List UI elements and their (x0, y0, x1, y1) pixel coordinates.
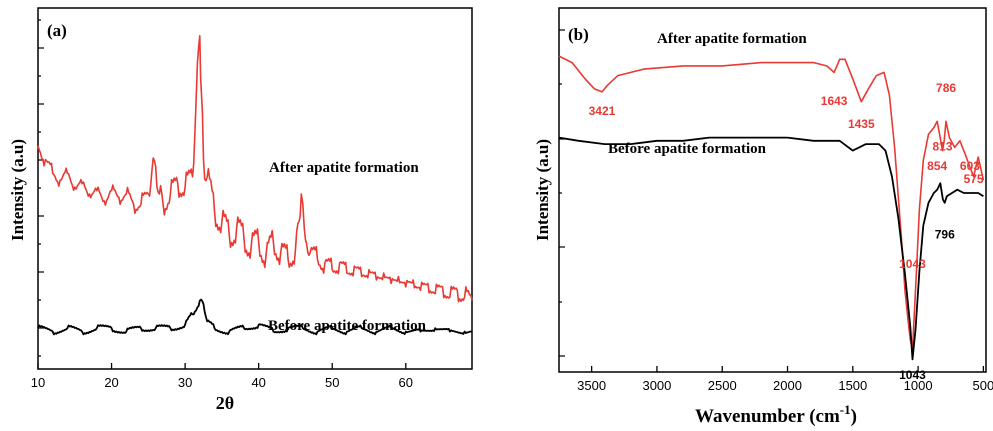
series-line-before (558, 136, 984, 361)
series-line-after (558, 55, 985, 351)
panel-b-series-label-before: Before apatite formation (608, 141, 767, 157)
peak-label: 796 (935, 228, 955, 242)
panel-b-y-ticks (559, 29, 565, 357)
panel-a-letter: (a) (47, 21, 67, 40)
x-tick-label: 60 (399, 375, 413, 390)
panel-b-x-axis-title-sup: -1 (840, 402, 851, 417)
panel-a-y-axis-title: Intensity (a.u) (8, 139, 27, 241)
panel-b-x-ticks: 3500 3000 2500 2000 1500 1000 500 (577, 366, 993, 393)
x-tick-label: 1000 (904, 378, 933, 393)
peak-label: 603 (960, 159, 980, 173)
panel-b-chart: 3500 3000 2500 2000 1500 1000 500 3421 16431435… (533, 7, 993, 427)
panel-b-y-axis-title: Intensity (a.u) (533, 139, 552, 241)
panel-b-x-axis-title-main: Wavenumber (cm (695, 406, 840, 427)
panel-b-series (558, 55, 985, 361)
peak-label: 813 (933, 140, 953, 154)
peak-label: 1643 (821, 94, 848, 108)
x-tick-label: 3000 (642, 378, 671, 393)
x-tick-label: 30 (178, 375, 192, 390)
x-tick-label: 10 (31, 375, 45, 390)
peak-label: 854 (927, 159, 947, 173)
panel-a-y-ticks (38, 19, 44, 357)
panel-b-series-label-after: After apatite formation (657, 31, 807, 47)
x-tick-label: 50 (325, 375, 339, 390)
panel-b-x-axis-title: Wavenumber (cm-1) (695, 402, 857, 427)
panel-a-x-ticks: 10 20 30 40 50 60 (31, 363, 413, 390)
panel-a-series-label-after: After apatite formation (269, 160, 419, 176)
panel-a-frame (37, 7, 473, 370)
x-tick-label: 40 (251, 375, 265, 390)
x-tick-label: 20 (104, 375, 118, 390)
panel-a-x-axis-title: 2θ (216, 393, 234, 413)
panel-a-series-label-before: Before apatite formation (268, 318, 427, 334)
series-line-after (37, 35, 473, 303)
peak-label: 1043 (899, 257, 926, 271)
peak-label: 1435 (848, 117, 875, 131)
panel-b-letter: (b) (568, 25, 589, 44)
peak-label: 3421 (589, 104, 616, 118)
x-tick-label: 3500 (577, 378, 606, 393)
x-tick-label: 2000 (773, 378, 802, 393)
peak-label: 1043 (899, 368, 926, 382)
series-line-before (37, 298, 473, 336)
x-tick-label: 500 (973, 378, 993, 393)
panel-a-chart: 10 20 30 40 50 60 (a) After apatite formation… (8, 7, 473, 413)
panel-b-x-axis-title-close: ) (851, 406, 857, 427)
x-tick-label: 2500 (708, 378, 737, 393)
x-tick-label: 1500 (838, 378, 867, 393)
peak-label: 786 (936, 81, 956, 95)
panel-b-frame (558, 7, 987, 373)
panel-a-series (37, 35, 473, 336)
peak-label: 575 (964, 172, 984, 186)
